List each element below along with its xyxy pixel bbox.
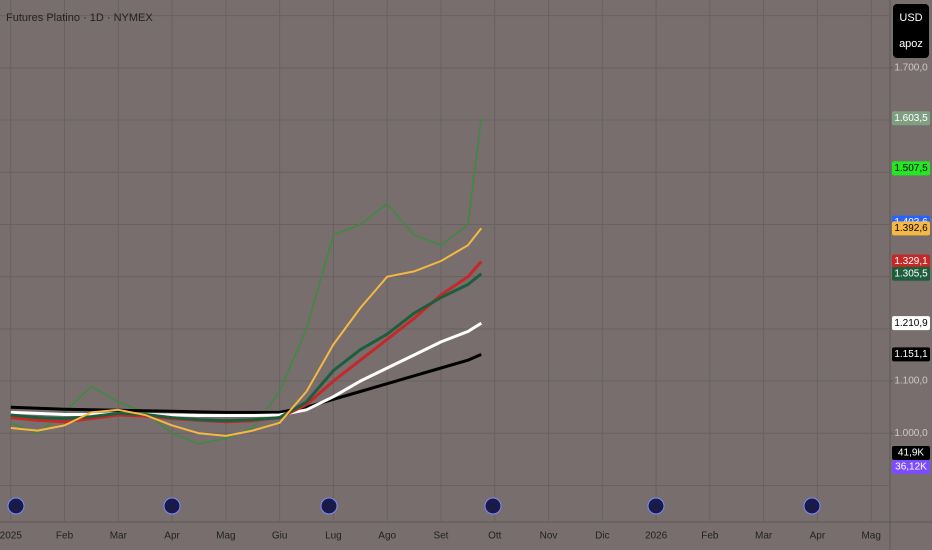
y-tick-label: 1.700,0 [894,63,928,74]
event-icons [7,497,821,515]
y-tick-label: 1.000,0 [894,428,928,439]
x-tick-label: Dic [595,531,609,542]
event-icon[interactable] [647,497,665,515]
x-tick-label: 2026 [645,531,668,542]
price-badge-label: 1.305,5 [894,268,928,279]
event-icon[interactable] [484,497,502,515]
currency-badge[interactable] [893,4,929,58]
x-tick-label: Nov [540,531,558,542]
volume-badge [892,460,930,474]
series-line [10,118,483,445]
event-icon[interactable] [320,497,338,515]
price-badge [892,316,930,331]
x-tick-label: Apr [810,531,826,542]
x-tick-label: Feb [56,531,74,542]
x-tick-label: Apr [164,531,180,542]
price-badge [892,347,930,362]
y-tick-label: 1.100,0 [894,376,928,387]
price-badge [892,161,930,176]
x-tick-label: Set [433,531,448,542]
volume-badge [892,446,930,460]
x-tick-label: Mar [755,531,773,542]
series-line [10,272,483,423]
price-badge-label: 1.151,1 [894,349,928,360]
series-line [10,227,483,437]
price-badge-label: 1.507,5 [894,163,928,174]
price-badge [892,266,930,281]
event-icon[interactable] [7,497,25,515]
currency: USD [899,12,922,24]
event-icon[interactable] [803,497,821,515]
x-tick-label: 2025 [0,531,22,542]
price-badge-label: 1.392,6 [894,223,928,234]
x-tick-label: Feb [701,531,719,542]
volume-badge-label: 41,9K [898,448,924,459]
x-tick-label: Ago [378,531,396,542]
price-badge-label: 1.329,1 [894,256,928,267]
x-tick-label: Giu [272,531,288,542]
chart-title: Futures Platino · 1D · NYMEX [6,12,153,24]
price-badge-label: 1.603,5 [894,113,928,124]
price-badge [892,221,930,236]
x-tick-label: Mar [110,531,128,542]
x-tick-label: Lug [325,531,342,542]
x-tick-label: Ott [488,531,502,542]
series-line [10,353,482,414]
price-badge [892,254,930,269]
x-tick-label: Mag [216,531,235,542]
series-line [10,321,483,417]
event-icon[interactable] [163,497,181,515]
x-tick-label: Mag [861,531,880,542]
volume-badge-label: 36,12K [895,462,927,473]
price-badge [892,111,930,126]
unit: apoz [899,38,923,50]
price-badge-label: 1.210,9 [894,318,928,329]
